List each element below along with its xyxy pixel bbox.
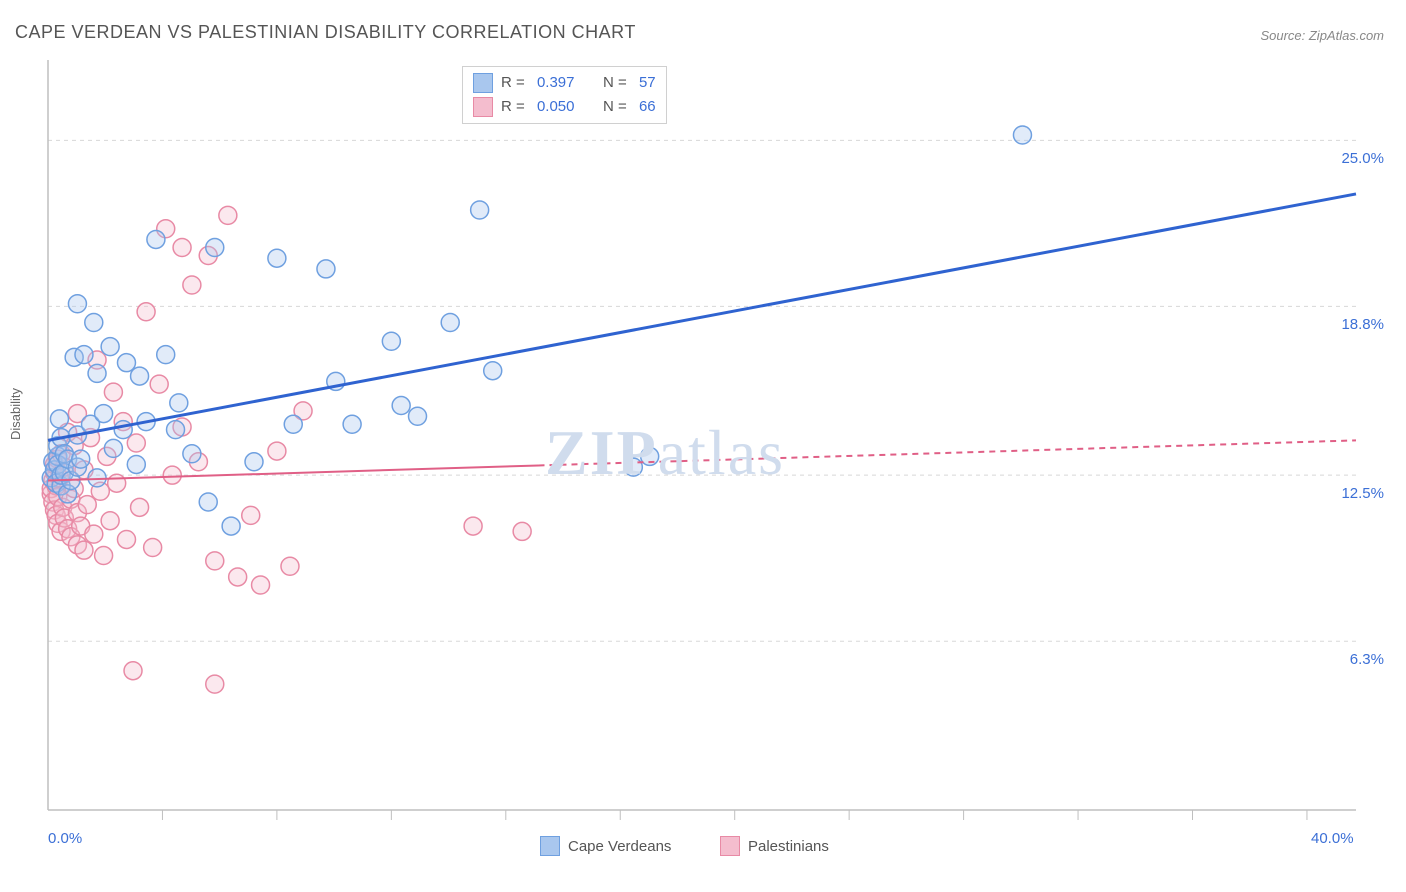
y-tick-label: 6.3% [1350,651,1384,668]
y-tick-label: 12.5% [1341,485,1384,502]
x-tick-label: 0.0% [48,830,82,847]
y-tick-label: 25.0% [1341,150,1384,167]
legend-series-1: Cape Verdeans [540,836,671,856]
legend-correlation: R = 0.397 N = 57R = 0.050 N = 66 [462,66,667,124]
legend-series-2: Palestinians [720,836,829,856]
y-tick-label: 18.8% [1341,316,1384,333]
x-tick-label: 40.0% [1311,830,1354,847]
watermark: ZIPatlas [545,416,785,490]
